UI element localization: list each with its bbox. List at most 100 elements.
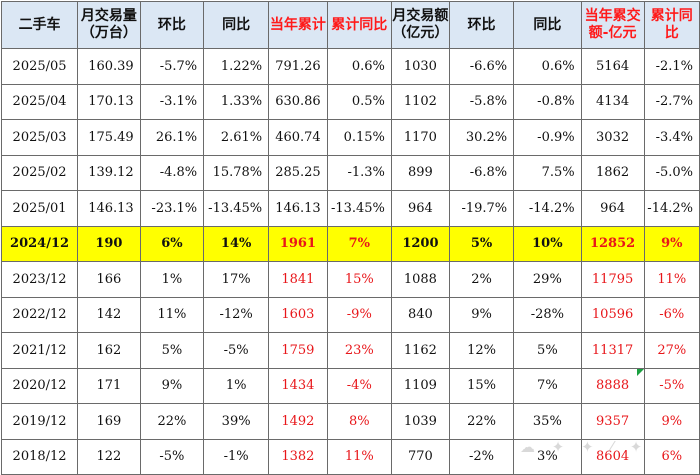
cell-volume-cumulative: 1603 <box>268 296 328 333</box>
cell-volume-mom: -5% <box>139 438 205 475</box>
cell-volume-mom: -4.8% <box>139 154 205 191</box>
cell-volume-cumulative-yoy: -13.45% <box>326 190 392 227</box>
table-row: 2025/03 175.49 26.1% 2.61% 460.74 0.15% 1170 30… <box>0 119 700 156</box>
cell-period: 2025/04 <box>0 83 79 120</box>
cell-monthly-amount: 1162 <box>390 332 450 369</box>
cell-amount-yoy: 35% <box>513 403 582 440</box>
cell-monthly-volume: 142 <box>77 296 141 333</box>
cell-amount-cumulative-yoy: 6% <box>643 438 700 475</box>
cell-period: 2022/12 <box>0 296 79 333</box>
cell-volume-cumulative: 1961 <box>268 225 328 262</box>
cell-amount-mom: 12% <box>448 332 515 369</box>
cell-amount-yoy: 7% <box>513 367 582 404</box>
cell-monthly-amount: 1170 <box>390 119 450 156</box>
cell-volume-cumulative-yoy: 7% <box>326 225 392 262</box>
cell-amount-mom: -2% <box>448 438 515 475</box>
cell-volume-yoy: -5% <box>203 332 270 369</box>
cell-monthly-amount: 1039 <box>390 403 450 440</box>
cell-amount-cumulative-yoy: -2.7% <box>643 83 700 120</box>
cell-amount-cumulative-yoy: 9% <box>643 225 700 262</box>
cell-amount-yoy: -14.2% <box>513 190 582 227</box>
cell-monthly-volume: 166 <box>77 261 141 298</box>
cell-amount-cumulative-yoy: -14.2% <box>643 190 700 227</box>
cell-amount-yoy: -0.9% <box>513 119 582 156</box>
cell-volume-cumulative-yoy: -1.3% <box>326 154 392 191</box>
header-volume-cumulative: 当年累计 <box>268 1 328 49</box>
cell-monthly-amount: 1102 <box>390 83 450 120</box>
header-monthly-volume: 月交易量（万台） <box>77 1 141 49</box>
table-row: 2018/12 122 -5% -1% 1382 11% 770 -2% 3% 8604 6% <box>0 438 700 475</box>
cell-period: 2018/12 <box>0 438 79 475</box>
cell-amount-cumulative: 964 <box>580 190 645 227</box>
cell-amount-cumulative-yoy: -2.1% <box>643 48 700 85</box>
cell-period: 2024/12 <box>0 225 79 262</box>
cell-monthly-amount: 1109 <box>390 367 450 404</box>
cell-amount-cumulative: 11795 <box>580 261 645 298</box>
cell-volume-mom: 5% <box>139 332 205 369</box>
cell-volume-yoy: 17% <box>203 261 270 298</box>
cell-amount-cumulative-yoy: -3.4% <box>643 119 700 156</box>
cell-amount-mom: -6.8% <box>448 154 515 191</box>
cell-volume-mom: -3.1% <box>139 83 205 120</box>
cell-volume-cumulative: 791.26 <box>268 48 328 85</box>
table-row: 2025/05 160.39 -5.7% 1.22% 791.26 0.6% 1030 -6.… <box>0 48 700 85</box>
cell-amount-cumulative: 12852 <box>580 225 645 262</box>
cell-monthly-amount: 770 <box>390 438 450 475</box>
cell-volume-mom: 6% <box>139 225 205 262</box>
cell-amount-cumulative: 9357 <box>580 403 645 440</box>
cell-amount-cumulative-yoy: 9% <box>643 403 700 440</box>
table-row: 2025/01 146.13 -23.1% -13.45% 146.13 -13.45% 9… <box>0 190 700 227</box>
cell-volume-cumulative-yoy: 0.15% <box>326 119 392 156</box>
cell-amount-cumulative-yoy: 27% <box>643 332 700 369</box>
cell-monthly-amount: 1088 <box>390 261 450 298</box>
cell-amount-mom: 30.2% <box>448 119 515 156</box>
header-volume-mom: 环比 <box>139 1 205 49</box>
cell-volume-cumulative: 1841 <box>268 261 328 298</box>
cell-monthly-volume: 175.49 <box>77 119 141 156</box>
cell-monthly-volume: 190 <box>77 225 141 262</box>
cell-amount-cumulative: 11317 <box>580 332 645 369</box>
cell-monthly-volume: 139.12 <box>77 154 141 191</box>
cell-amount-cumulative-yoy: -6% <box>643 296 700 333</box>
cell-period: 2019/12 <box>0 403 79 440</box>
cell-monthly-amount: 964 <box>390 190 450 227</box>
cell-amount-yoy: 10% <box>513 225 582 262</box>
header-amount-cumulative: 当年累交额-亿元 <box>580 1 645 49</box>
cell-volume-cumulative: 1382 <box>268 438 328 475</box>
cell-amount-mom: 2% <box>448 261 515 298</box>
header-amount-cumulative-yoy: 累计同比 <box>643 1 700 49</box>
cell-volume-yoy: 2.61% <box>203 119 270 156</box>
cell-period: 2023/12 <box>0 261 79 298</box>
header-amount-mom: 环比 <box>448 1 515 49</box>
cell-amount-yoy: 5% <box>513 332 582 369</box>
cell-amount-cumulative: 5164 <box>580 48 645 85</box>
cell-amount-cumulative-yoy: -5.0% <box>643 154 700 191</box>
cell-amount-cumulative: 10596 <box>580 296 645 333</box>
cell-monthly-amount: 840 <box>390 296 450 333</box>
cell-volume-cumulative: 630.86 <box>268 83 328 120</box>
cell-volume-cumulative-yoy: 8% <box>326 403 392 440</box>
cell-monthly-amount: 899 <box>390 154 450 191</box>
cell-volume-mom: 11% <box>139 296 205 333</box>
cell-volume-yoy: 1.33% <box>203 83 270 120</box>
cell-amount-cumulative: 4134 <box>580 83 645 120</box>
cell-amount-mom: 5% <box>448 225 515 262</box>
cell-volume-cumulative-yoy: -9% <box>326 296 392 333</box>
cell-monthly-volume: 171 <box>77 367 141 404</box>
header-row: 二手车 月交易量（万台） 环比 同比 当年累计 累计同比 月交易额（亿元） 环比… <box>0 1 700 49</box>
cell-amount-cumulative: 8888 <box>580 367 645 404</box>
cell-monthly-volume: 122 <box>77 438 141 475</box>
cell-monthly-volume: 160.39 <box>77 48 141 85</box>
cell-amount-mom: 15% <box>448 367 515 404</box>
cell-volume-mom: -5.7% <box>139 48 205 85</box>
cell-amount-mom: -6.6% <box>448 48 515 85</box>
cell-volume-cumulative-yoy: -4% <box>326 367 392 404</box>
cell-volume-mom: -23.1% <box>139 190 205 227</box>
cell-volume-yoy: 15.78% <box>203 154 270 191</box>
cell-volume-cumulative: 1759 <box>268 332 328 369</box>
cell-volume-yoy: 39% <box>203 403 270 440</box>
cell-monthly-amount: 1030 <box>390 48 450 85</box>
cell-amount-cumulative-yoy: -5% <box>643 367 700 404</box>
table-row: 2025/02 139.12 -4.8% 15.78% 285.25 -1.3% 899 -6… <box>0 154 700 191</box>
cell-period: 2025/02 <box>0 154 79 191</box>
